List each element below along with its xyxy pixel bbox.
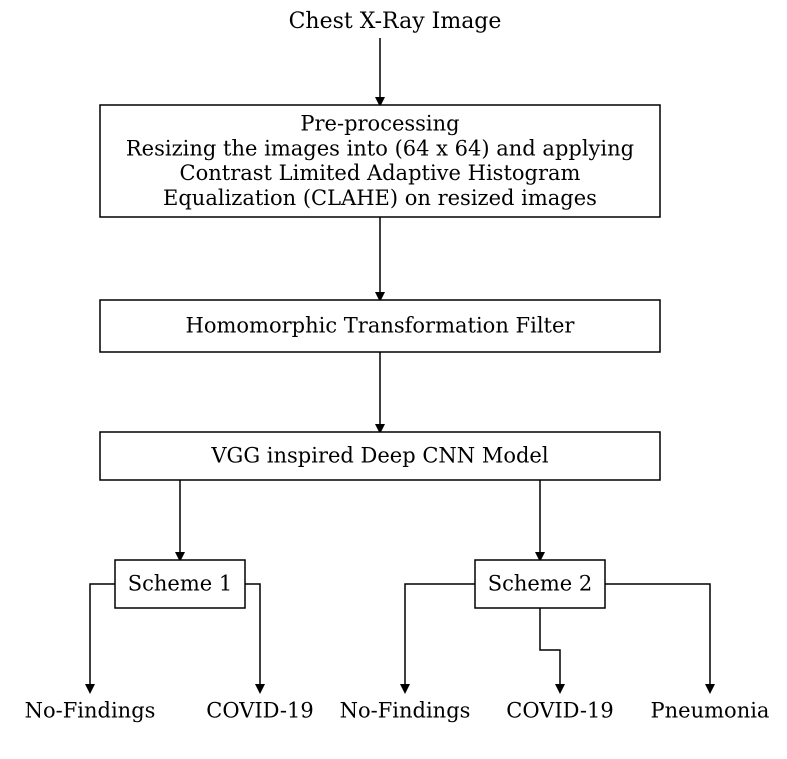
node-preproc-line1: Resizing the images into (64 x 64) and a…	[126, 136, 634, 160]
label-s2a: No-Findings	[340, 699, 471, 723]
label-s1a: No-Findings	[25, 699, 156, 723]
label-s2b: COVID-19	[506, 699, 613, 723]
node-scheme1-line0: Scheme 1	[128, 572, 232, 596]
node-preproc-line0: Pre-processing	[300, 112, 459, 136]
label-input: Chest X-Ray Image	[289, 9, 502, 34]
node-scheme2-line0: Scheme 2	[488, 572, 592, 596]
label-s1b: COVID-19	[206, 699, 313, 723]
edge-scheme2-s2b	[540, 608, 560, 692]
flowchart-canvas: Chest X-Ray Image Pre-processingResizing …	[0, 0, 787, 759]
node-preproc-line2: Contrast Limited Adaptive Histogram	[180, 161, 581, 185]
node-vgg-line0: VGG inspired Deep CNN Model	[210, 444, 548, 468]
edge-scheme2-s2c	[605, 584, 710, 692]
edge-scheme2-s2a	[405, 584, 475, 692]
edge-scheme1-s1a	[90, 584, 115, 692]
node-homo-line0: Homomorphic Transformation Filter	[186, 314, 576, 338]
label-s2c: Pneumonia	[651, 699, 770, 723]
edge-scheme1-s1b	[245, 584, 260, 692]
node-preproc-line3: Equalization (CLAHE) on resized images	[163, 186, 597, 210]
